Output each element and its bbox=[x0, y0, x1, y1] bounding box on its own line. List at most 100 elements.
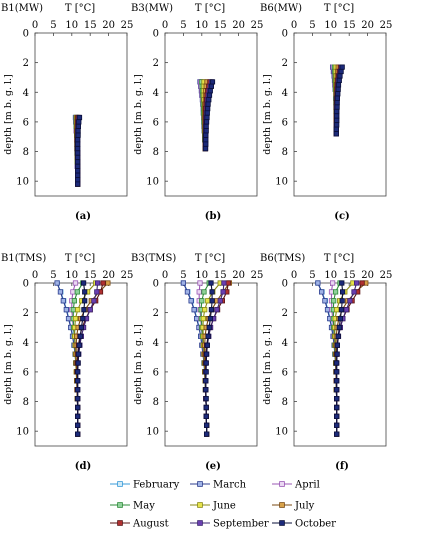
data-point bbox=[204, 110, 210, 116]
series-august bbox=[202, 280, 231, 437]
legend-label: October bbox=[295, 519, 336, 530]
data-point bbox=[203, 351, 210, 357]
panel-label: (c) bbox=[334, 211, 350, 222]
x-tick-label: 15 bbox=[214, 20, 227, 31]
x-axis-label: T [°C] bbox=[324, 3, 354, 14]
x-tick-label: 20 bbox=[361, 270, 374, 281]
plot-frame bbox=[34, 282, 128, 447]
x-tick-label: 10 bbox=[324, 270, 337, 281]
data-point bbox=[63, 307, 69, 313]
data-point bbox=[75, 369, 81, 375]
series-line bbox=[182, 282, 208, 435]
data-point bbox=[75, 360, 81, 366]
chart-panel: B1(TMS) T [°C] 0 5 10 15 20 25 0 2 4 6 8 10 depth [m b… bbox=[1, 253, 133, 472]
legend-marker bbox=[117, 502, 123, 508]
x-axis-label: T [°C] bbox=[65, 3, 95, 14]
series-line bbox=[205, 282, 225, 435]
x-tick-label: 0 bbox=[162, 20, 168, 31]
data-point bbox=[82, 298, 88, 304]
y-tick-label: 2 bbox=[282, 58, 288, 69]
x-tick-label: 20 bbox=[232, 20, 245, 31]
series-line bbox=[56, 282, 79, 435]
series-line bbox=[335, 282, 367, 435]
x-tick-label: 25 bbox=[380, 20, 393, 31]
x-tick-label: 25 bbox=[121, 270, 134, 281]
data-point bbox=[72, 280, 79, 286]
y-tick-label: 0 bbox=[23, 29, 29, 40]
y-tick-label: 2 bbox=[282, 308, 288, 319]
data-point bbox=[203, 141, 209, 147]
data-point bbox=[334, 100, 340, 106]
series-october bbox=[203, 280, 215, 437]
data-point bbox=[334, 122, 340, 128]
y-axis-label: depth [m b. g. l.] bbox=[3, 324, 14, 404]
plot-frame bbox=[164, 32, 258, 197]
data-point bbox=[339, 298, 345, 304]
data-point bbox=[75, 177, 81, 183]
data-point bbox=[203, 137, 209, 143]
series-october bbox=[333, 64, 345, 137]
panel-title: B6(MW) bbox=[260, 3, 302, 14]
data-point bbox=[334, 422, 340, 428]
data-point bbox=[203, 404, 209, 411]
data-point bbox=[75, 172, 81, 178]
series-october bbox=[75, 114, 83, 187]
x-tick-label: 15 bbox=[84, 20, 97, 31]
legend-marker bbox=[117, 520, 123, 526]
data-point bbox=[203, 431, 210, 437]
x-tick-label: 0 bbox=[32, 20, 38, 31]
data-point bbox=[334, 108, 340, 115]
y-tick-label: 4 bbox=[282, 88, 288, 99]
data-point bbox=[343, 307, 349, 313]
data-point bbox=[75, 132, 81, 138]
data-point bbox=[203, 387, 209, 393]
data-point bbox=[334, 95, 341, 101]
data-point bbox=[75, 154, 81, 161]
data-point bbox=[75, 395, 81, 402]
x-axis-label: T [°C] bbox=[195, 253, 225, 264]
panel-label: (f) bbox=[335, 461, 349, 472]
y-tick-label: 8 bbox=[282, 147, 288, 158]
y-tick-label: 8 bbox=[153, 397, 159, 408]
x-axis-label: T [°C] bbox=[195, 3, 225, 14]
data-point bbox=[225, 280, 231, 286]
panel-label: (d) bbox=[75, 461, 91, 472]
data-point bbox=[329, 280, 336, 286]
legend-marker bbox=[197, 481, 203, 487]
data-point bbox=[76, 342, 82, 348]
legend-item-april: April bbox=[272, 480, 320, 491]
data-point bbox=[75, 150, 81, 156]
legend-marker bbox=[279, 520, 285, 526]
data-point bbox=[335, 86, 341, 92]
chart-panel: B6(MW) T [°C] 0 5 10 15 20 25 0 2 4 6 8 10 depth [m b.… bbox=[260, 3, 392, 222]
x-tick-label: 5 bbox=[309, 20, 315, 31]
x-tick-label: 15 bbox=[84, 270, 97, 281]
x-tick-label: 20 bbox=[102, 270, 115, 281]
series-line bbox=[56, 282, 79, 435]
data-point bbox=[75, 163, 81, 169]
data-point bbox=[75, 387, 81, 393]
data-point bbox=[214, 307, 220, 313]
data-point bbox=[334, 431, 340, 437]
data-point bbox=[359, 280, 365, 286]
series-october bbox=[202, 79, 216, 152]
y-tick-label: 6 bbox=[23, 367, 29, 378]
x-tick-label: 5 bbox=[309, 270, 315, 281]
data-point bbox=[334, 117, 340, 123]
data-point bbox=[81, 280, 87, 286]
y-tick-label: 10 bbox=[16, 427, 29, 438]
y-axis-label: depth [m b. g. l.] bbox=[133, 324, 144, 404]
data-point bbox=[75, 145, 81, 152]
data-point bbox=[334, 351, 340, 357]
legend-marker bbox=[197, 502, 203, 508]
data-point bbox=[76, 119, 82, 125]
legend-item-august: August bbox=[110, 519, 169, 530]
data-point bbox=[339, 64, 345, 70]
x-tick-label: 5 bbox=[50, 270, 56, 281]
series-line bbox=[76, 282, 104, 435]
data-point bbox=[353, 280, 360, 286]
data-point bbox=[57, 289, 64, 295]
data-point bbox=[203, 128, 209, 134]
data-point bbox=[77, 333, 83, 339]
y-tick-label: 6 bbox=[282, 117, 288, 128]
